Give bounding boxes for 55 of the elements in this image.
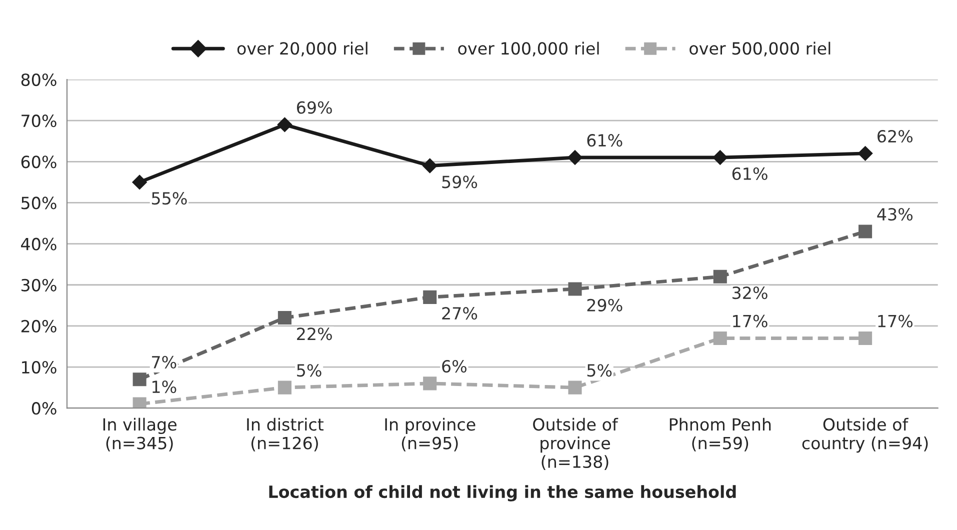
legend-label: over 500,000 riel <box>690 42 830 56</box>
point <box>858 332 872 346</box>
point <box>132 372 146 386</box>
data-label: 27% <box>442 307 478 320</box>
point <box>132 397 146 408</box>
point <box>278 380 292 394</box>
data-label: 61% <box>587 134 622 147</box>
point <box>277 117 292 132</box>
point <box>568 282 582 296</box>
point <box>422 158 438 174</box>
data-label: 62% <box>878 130 913 143</box>
data-label: 1% <box>152 380 176 394</box>
y-tick-label: 0% <box>32 402 56 415</box>
x-tick-label: Outside of province (n=138) <box>533 418 618 470</box>
x-tick-label: In district (n=126) <box>247 418 324 452</box>
x-axis-title: Location of child not living in the same household <box>269 485 736 502</box>
data-label: 32% <box>732 286 768 300</box>
data-label: 69% <box>296 101 332 114</box>
y-tick-label: 20% <box>21 320 56 333</box>
point <box>423 290 437 304</box>
point <box>423 376 437 390</box>
point <box>568 150 582 165</box>
point <box>132 174 147 190</box>
data-label: 17% <box>878 314 913 328</box>
data-label: 5% <box>297 364 322 377</box>
point <box>712 150 728 165</box>
data-label: 55% <box>152 192 187 205</box>
y-tick-label: 30% <box>21 278 56 292</box>
data-label: 17% <box>733 314 768 328</box>
y-tick-label: 10% <box>22 360 56 374</box>
y-tick-label: 80% <box>21 73 56 86</box>
data-label: 7% <box>152 356 176 368</box>
point <box>858 224 872 238</box>
y-tick-label: 70% <box>22 114 56 128</box>
data-label: 22% <box>297 328 332 340</box>
y-tick-label: 60% <box>21 156 56 168</box>
x-tick-label: In province (n=95) <box>385 418 476 452</box>
data-label: 5% <box>587 364 612 377</box>
point <box>713 332 727 346</box>
data-label: 59% <box>442 176 478 188</box>
x-tick-label: In village (n=345) <box>103 418 176 452</box>
y-tick-label: 40% <box>21 238 56 250</box>
point <box>713 270 727 284</box>
point <box>858 146 873 161</box>
x-tick-label: Outside of country (n=94) <box>802 418 928 453</box>
data-label: 61% <box>732 167 768 180</box>
legend-label: over 20,000 riel <box>237 42 368 56</box>
x-tick-label: Phnom Penh (n=59) <box>670 418 771 452</box>
point <box>278 310 292 325</box>
data-label: 43% <box>877 208 913 221</box>
point <box>568 380 582 394</box>
legend-label: over 100,000 riel <box>458 42 599 56</box>
y-tick-label: 50% <box>22 196 56 210</box>
data-label: 29% <box>587 298 622 312</box>
data-label: 6% <box>442 360 466 373</box>
